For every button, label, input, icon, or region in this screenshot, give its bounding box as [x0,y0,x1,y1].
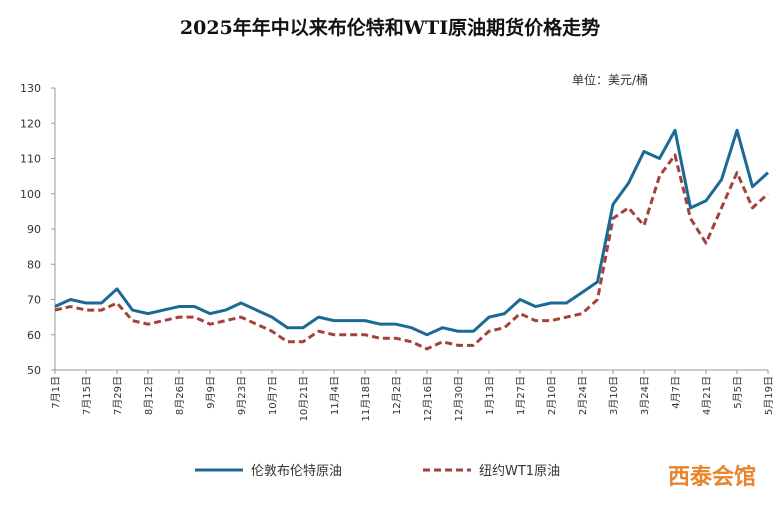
x-tick-label: 3月10日 [608,376,620,415]
x-tick-label: 12月30日 [453,376,465,421]
y-tick-label: 50 [27,364,41,377]
x-tick-label: 5月19日 [763,376,775,415]
y-tick-label: 100 [20,188,41,201]
x-tick-label: 11月18日 [360,376,372,421]
unit-label: 单位：美元/桶 [572,72,648,87]
series-line [54,128,770,337]
chart-title: 2025年年中以来布伦特和WTI原油期货价格走势 [180,16,600,39]
y-tick-label: 90 [27,223,41,236]
x-tick-label: 12月16日 [422,376,434,421]
x-tick-label: 8月12日 [143,376,155,415]
series-line [54,153,770,351]
x-tick-label: 1月27日 [515,376,527,415]
legend-label: 纽约WT1原油 [479,464,560,479]
y-tick-label: 80 [27,258,41,271]
x-tick-label: 1月13日 [484,376,496,415]
x-tick-label: 4月7日 [670,376,682,409]
x-tick-label: 8月26日 [174,376,186,415]
x-tick-label: 7月29日 [112,376,124,415]
x-tick-label: 2月24日 [577,376,589,415]
x-tick-label: 5月5日 [732,376,744,409]
y-tick-label: 70 [27,294,41,307]
legend-label: 伦敦布伦特原油 [251,463,342,479]
y-tick-label: 130 [20,82,41,95]
x-tick-label: 10月7日 [267,376,279,415]
x-tick-label: 7月1日 [50,376,62,409]
watermark: 西泰会馆 [668,464,756,490]
x-tick-label: 11月4日 [329,376,341,415]
x-tick-label: 9月23日 [236,376,248,415]
x-tick-label: 9月9日 [205,376,217,409]
y-tick-label: 120 [20,117,41,130]
x-tick-label: 2月10日 [546,376,558,415]
x-tick-label: 4月21日 [701,376,713,415]
x-tick-label: 3月24日 [639,376,651,415]
x-tick-label: 7月15日 [81,376,93,415]
x-tick-label: 10月21日 [298,376,310,421]
y-tick-label: 110 [20,153,41,166]
x-tick-label: 12月2日 [391,376,403,415]
y-tick-label: 60 [27,329,41,342]
